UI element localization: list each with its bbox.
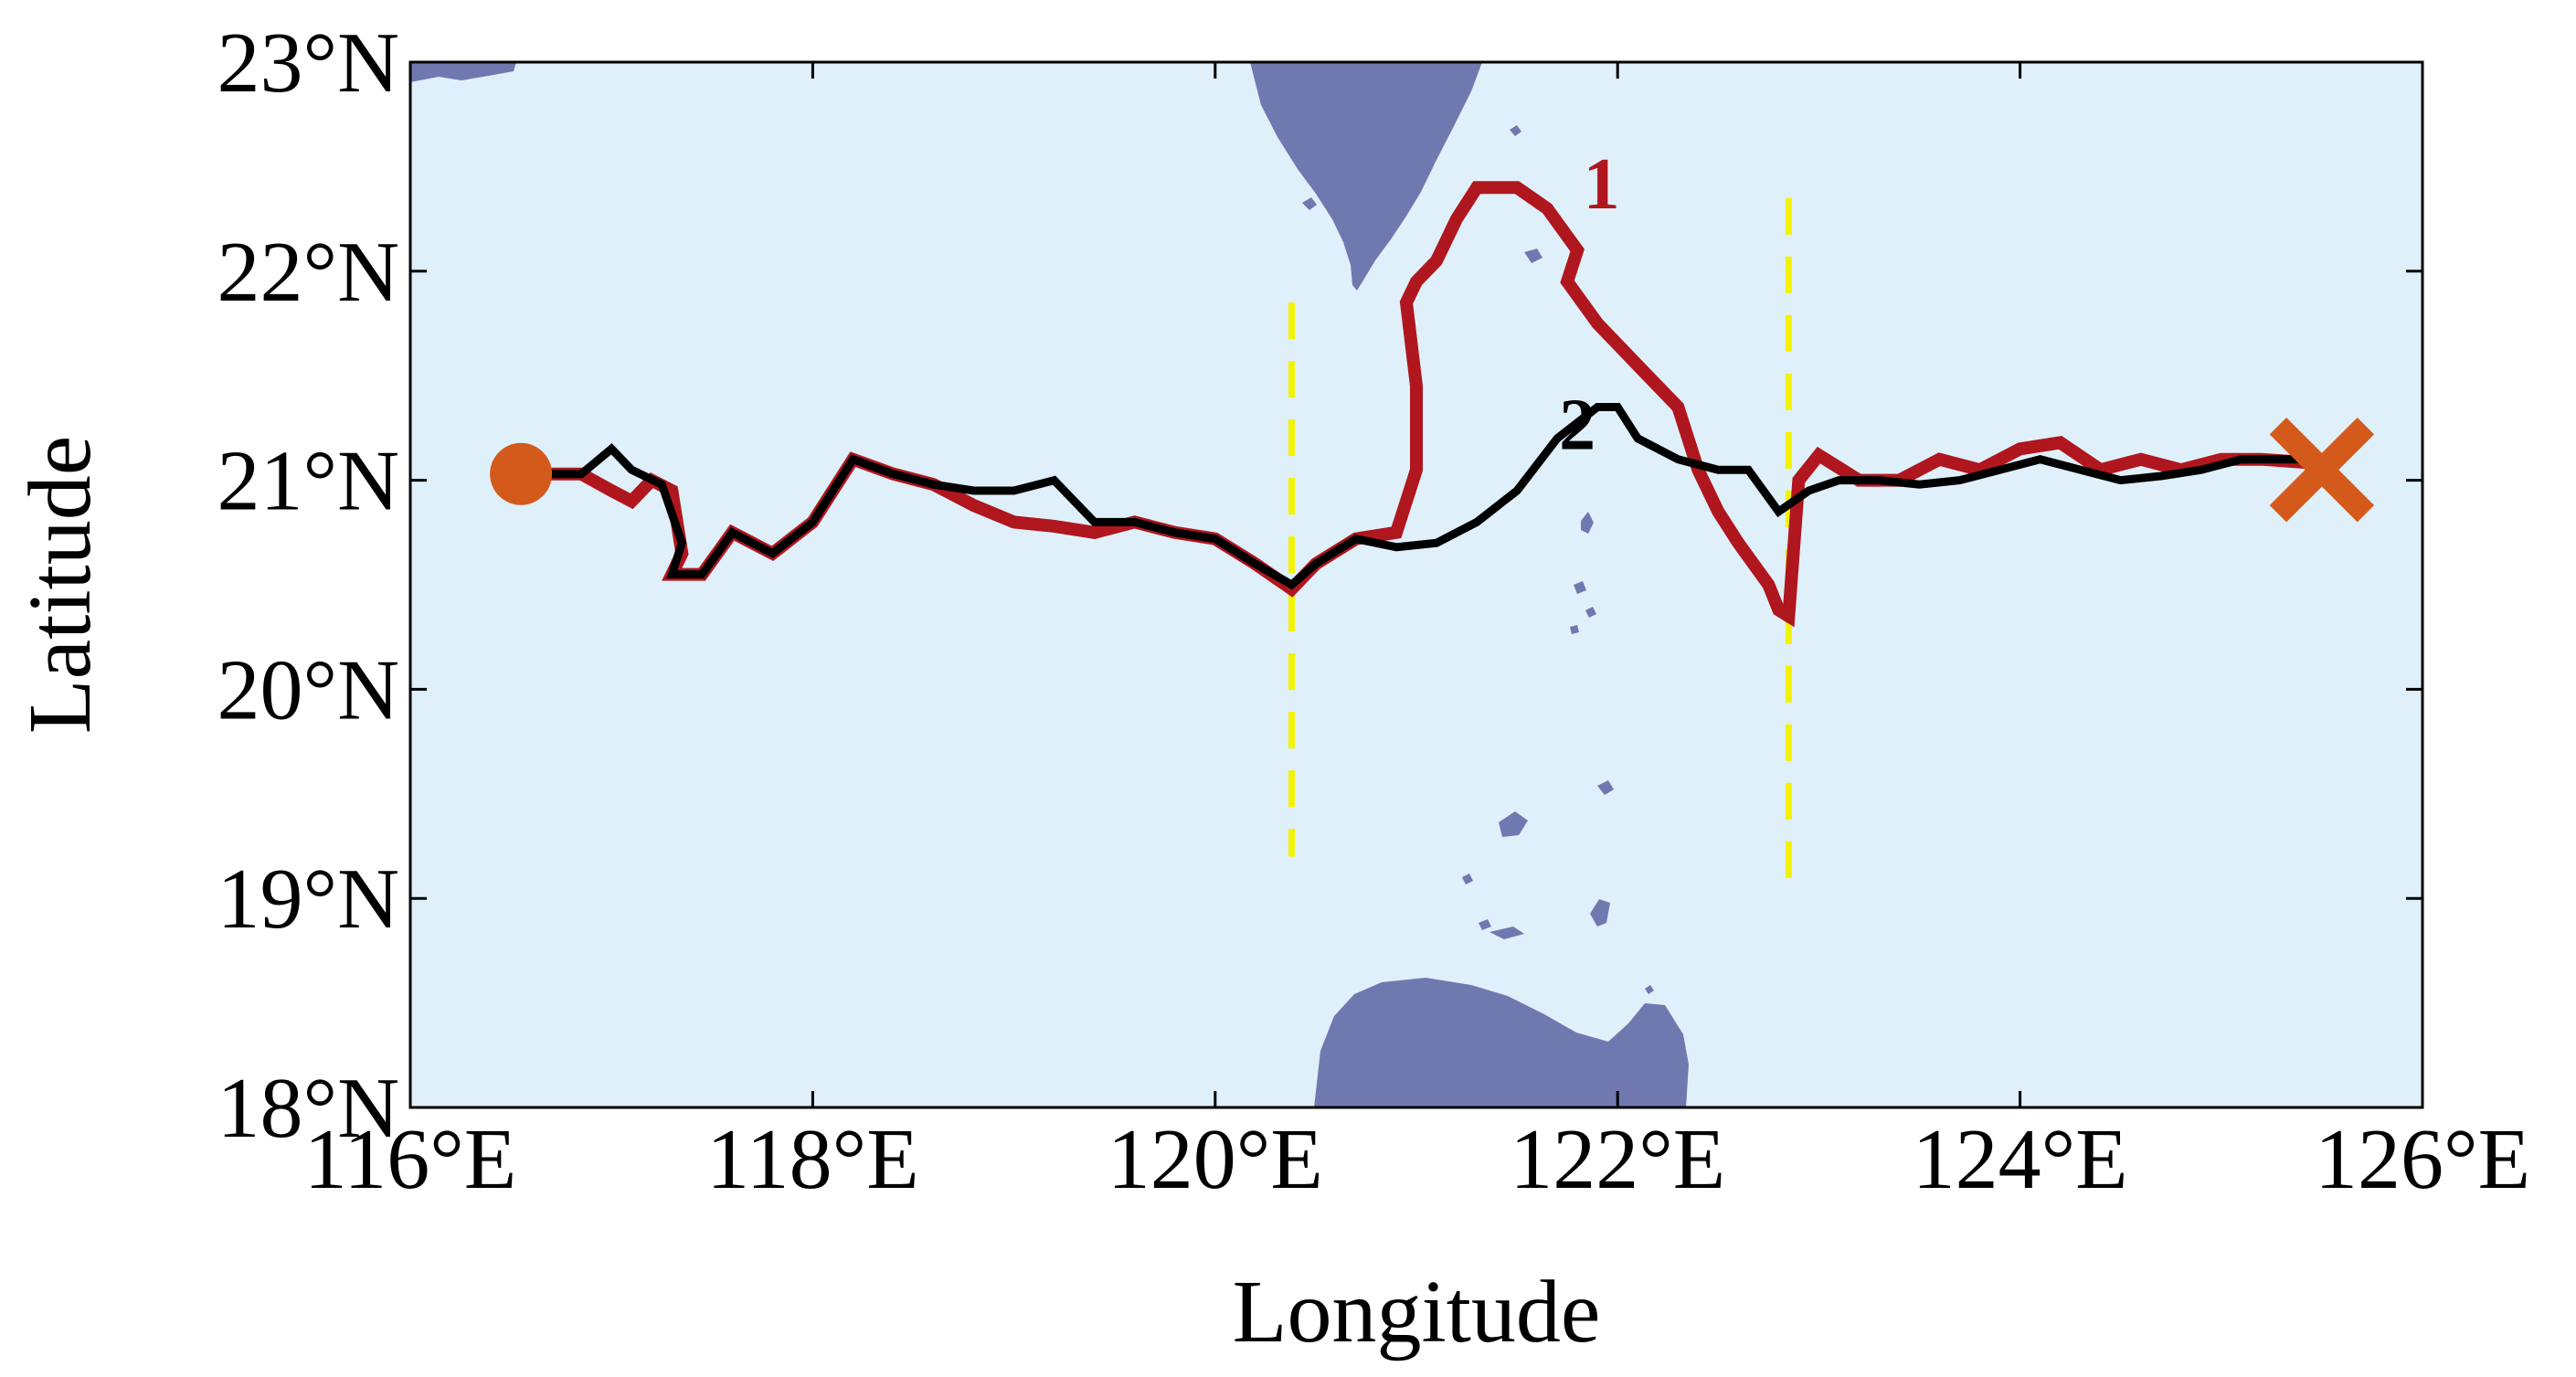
ocean-background bbox=[410, 62, 2422, 1107]
land-islet-d bbox=[1581, 512, 1594, 534]
land-islet-k bbox=[1479, 919, 1491, 930]
land-islet-f bbox=[1585, 607, 1596, 618]
land-islet-c bbox=[1524, 249, 1542, 263]
land-taiwan bbox=[1250, 62, 1482, 291]
plot-frame bbox=[408, 60, 2424, 1109]
y-tick-label: 20°N bbox=[217, 642, 399, 737]
land-islet-l bbox=[1590, 899, 1610, 927]
land-islet-g bbox=[1570, 625, 1579, 634]
y-tick-label: 22°N bbox=[217, 225, 399, 320]
land-northwest-coast bbox=[410, 62, 516, 82]
path-series-2 bbox=[516, 403, 2327, 590]
start-marker bbox=[490, 442, 553, 505]
y-tick-label: 23°N bbox=[217, 16, 399, 111]
axis-ticks: 116°E 118°E 120°E 122°E 124°E 126°E 18°N 19°N 20… bbox=[217, 16, 2530, 1207]
marker-layer bbox=[490, 417, 2375, 523]
series-annotation: 2 bbox=[1559, 385, 1595, 465]
land-islet-a bbox=[1302, 197, 1317, 210]
y-tick-label: 21°N bbox=[217, 434, 399, 529]
x-tick-label: 126°E bbox=[2315, 1112, 2530, 1207]
land-islet-h bbox=[1597, 780, 1614, 795]
y-axis-label: Latitude bbox=[11, 436, 110, 735]
x-tick-label: 118°E bbox=[706, 1112, 919, 1207]
land-islet-j bbox=[1462, 874, 1473, 884]
series-layer bbox=[514, 181, 2329, 628]
vertical-guides bbox=[1288, 197, 1792, 888]
x-tick-label: 120°E bbox=[1108, 1112, 1323, 1207]
land-islet-b bbox=[1510, 125, 1521, 136]
end-marker-stroke-b bbox=[2269, 417, 2375, 523]
x-axis-label: Longitude bbox=[1233, 1263, 1601, 1361]
x-tick-label: 116°E bbox=[304, 1112, 517, 1207]
annotation-layer: 12 bbox=[1559, 144, 1619, 465]
land-luzon bbox=[1314, 978, 1689, 1107]
land-islet-e bbox=[1574, 581, 1586, 594]
x-tick-label: 124°E bbox=[1913, 1112, 2128, 1207]
land-islet-m bbox=[1489, 927, 1524, 939]
x-tick-label: 122°E bbox=[1510, 1112, 1725, 1207]
land-islet-n bbox=[1645, 985, 1654, 994]
y-tick-label: 19°N bbox=[217, 852, 399, 947]
land-masses bbox=[410, 62, 1689, 1107]
land-islet-i bbox=[1499, 811, 1528, 837]
series-annotation: 1 bbox=[1584, 144, 1620, 225]
y-tick-label: 18°N bbox=[217, 1061, 399, 1156]
